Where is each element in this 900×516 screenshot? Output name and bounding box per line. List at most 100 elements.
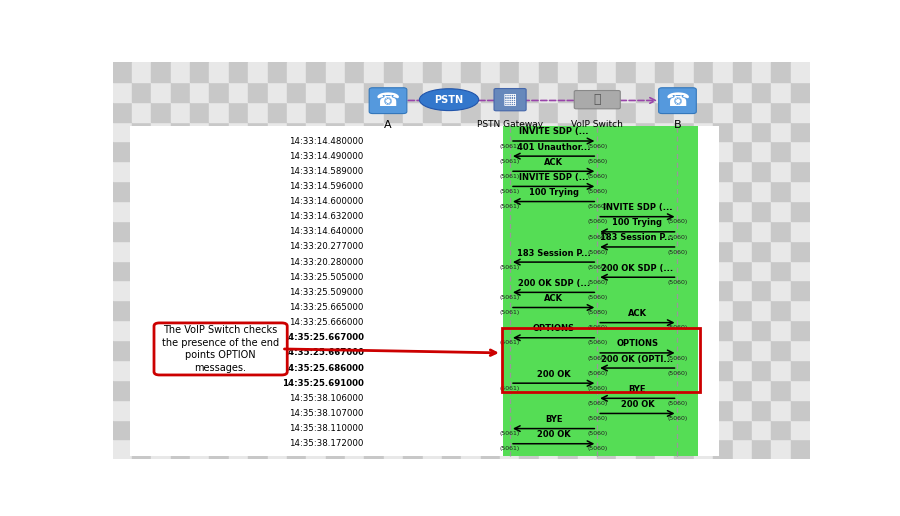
Bar xyxy=(519,340,539,360)
Bar xyxy=(713,399,733,420)
Bar xyxy=(171,102,190,121)
Bar xyxy=(519,201,539,221)
Bar xyxy=(713,82,733,102)
Bar xyxy=(694,320,713,340)
Bar xyxy=(132,360,151,380)
Bar xyxy=(461,102,481,121)
Bar xyxy=(558,399,578,420)
Text: (5060): (5060) xyxy=(587,371,608,376)
Bar xyxy=(403,121,422,141)
Bar xyxy=(578,161,597,181)
Bar xyxy=(752,340,771,360)
Bar xyxy=(733,380,751,399)
Bar xyxy=(597,420,617,440)
Text: 14:35:25.686000: 14:35:25.686000 xyxy=(282,364,364,373)
Text: ACK: ACK xyxy=(544,158,563,167)
Bar xyxy=(655,82,674,102)
Text: 14:33:25.509000: 14:33:25.509000 xyxy=(290,288,364,297)
Bar xyxy=(461,181,481,201)
Bar xyxy=(151,181,171,201)
Bar xyxy=(674,360,694,380)
Bar xyxy=(229,340,248,360)
Text: 14:35:25.667000: 14:35:25.667000 xyxy=(282,348,364,358)
Bar xyxy=(383,82,403,102)
Bar xyxy=(151,221,171,240)
Text: INVITE SDP (...: INVITE SDP (... xyxy=(519,127,589,136)
Bar xyxy=(635,261,655,281)
Text: 14:33:14.632000: 14:33:14.632000 xyxy=(289,212,364,221)
Bar xyxy=(112,360,132,380)
Bar xyxy=(287,399,306,420)
Bar xyxy=(210,181,229,201)
Bar xyxy=(539,62,558,82)
Bar xyxy=(616,161,635,181)
Bar xyxy=(422,102,442,121)
Bar xyxy=(171,300,190,320)
Bar xyxy=(248,300,267,320)
Bar xyxy=(248,102,267,121)
Bar xyxy=(500,320,519,340)
Bar xyxy=(752,320,771,340)
Bar xyxy=(171,141,190,161)
Bar xyxy=(306,201,326,221)
Bar xyxy=(616,141,635,161)
Bar xyxy=(229,261,248,281)
Bar xyxy=(287,121,306,141)
Text: 200 OK: 200 OK xyxy=(537,369,571,379)
Bar xyxy=(151,380,171,399)
Bar xyxy=(635,281,655,300)
Bar xyxy=(132,62,151,82)
Bar xyxy=(151,161,171,181)
Bar xyxy=(790,300,810,320)
Bar xyxy=(578,440,597,459)
Bar xyxy=(771,121,790,141)
Bar xyxy=(364,201,383,221)
Bar xyxy=(248,62,267,82)
Bar xyxy=(287,300,306,320)
Bar xyxy=(713,380,733,399)
Bar xyxy=(267,221,287,240)
Text: ⬛: ⬛ xyxy=(593,93,601,106)
Bar xyxy=(422,340,442,360)
Bar xyxy=(248,161,267,181)
Text: (5060): (5060) xyxy=(668,416,688,421)
Bar xyxy=(635,201,655,221)
Bar xyxy=(578,281,597,300)
Bar xyxy=(151,340,171,360)
Bar xyxy=(461,82,481,102)
Text: 14:33:14.480000: 14:33:14.480000 xyxy=(289,137,364,146)
Bar xyxy=(597,201,617,221)
Bar xyxy=(403,320,422,340)
Text: (5060): (5060) xyxy=(587,159,608,164)
Bar xyxy=(578,62,597,82)
Bar xyxy=(306,240,326,261)
Bar xyxy=(326,82,345,102)
Text: (5060): (5060) xyxy=(587,356,608,361)
Text: 200 OK: 200 OK xyxy=(621,400,654,409)
Text: 200 OK SDP (...: 200 OK SDP (... xyxy=(601,264,673,272)
Bar xyxy=(422,82,442,102)
Bar xyxy=(345,440,364,459)
Bar xyxy=(364,420,383,440)
Bar xyxy=(616,420,635,440)
Bar xyxy=(500,240,519,261)
Bar xyxy=(364,340,383,360)
Bar xyxy=(578,360,597,380)
Bar xyxy=(674,82,694,102)
Bar xyxy=(306,221,326,240)
Bar xyxy=(635,399,655,420)
Bar xyxy=(267,240,287,261)
Bar xyxy=(674,240,694,261)
Bar xyxy=(190,261,210,281)
Bar xyxy=(752,380,771,399)
Bar xyxy=(112,221,132,240)
Bar xyxy=(771,201,790,221)
Bar xyxy=(578,221,597,240)
Bar xyxy=(210,281,229,300)
Bar xyxy=(130,126,719,456)
Bar xyxy=(287,380,306,399)
Bar xyxy=(597,102,617,121)
Bar xyxy=(326,300,345,320)
Bar xyxy=(132,121,151,141)
Bar xyxy=(616,281,635,300)
